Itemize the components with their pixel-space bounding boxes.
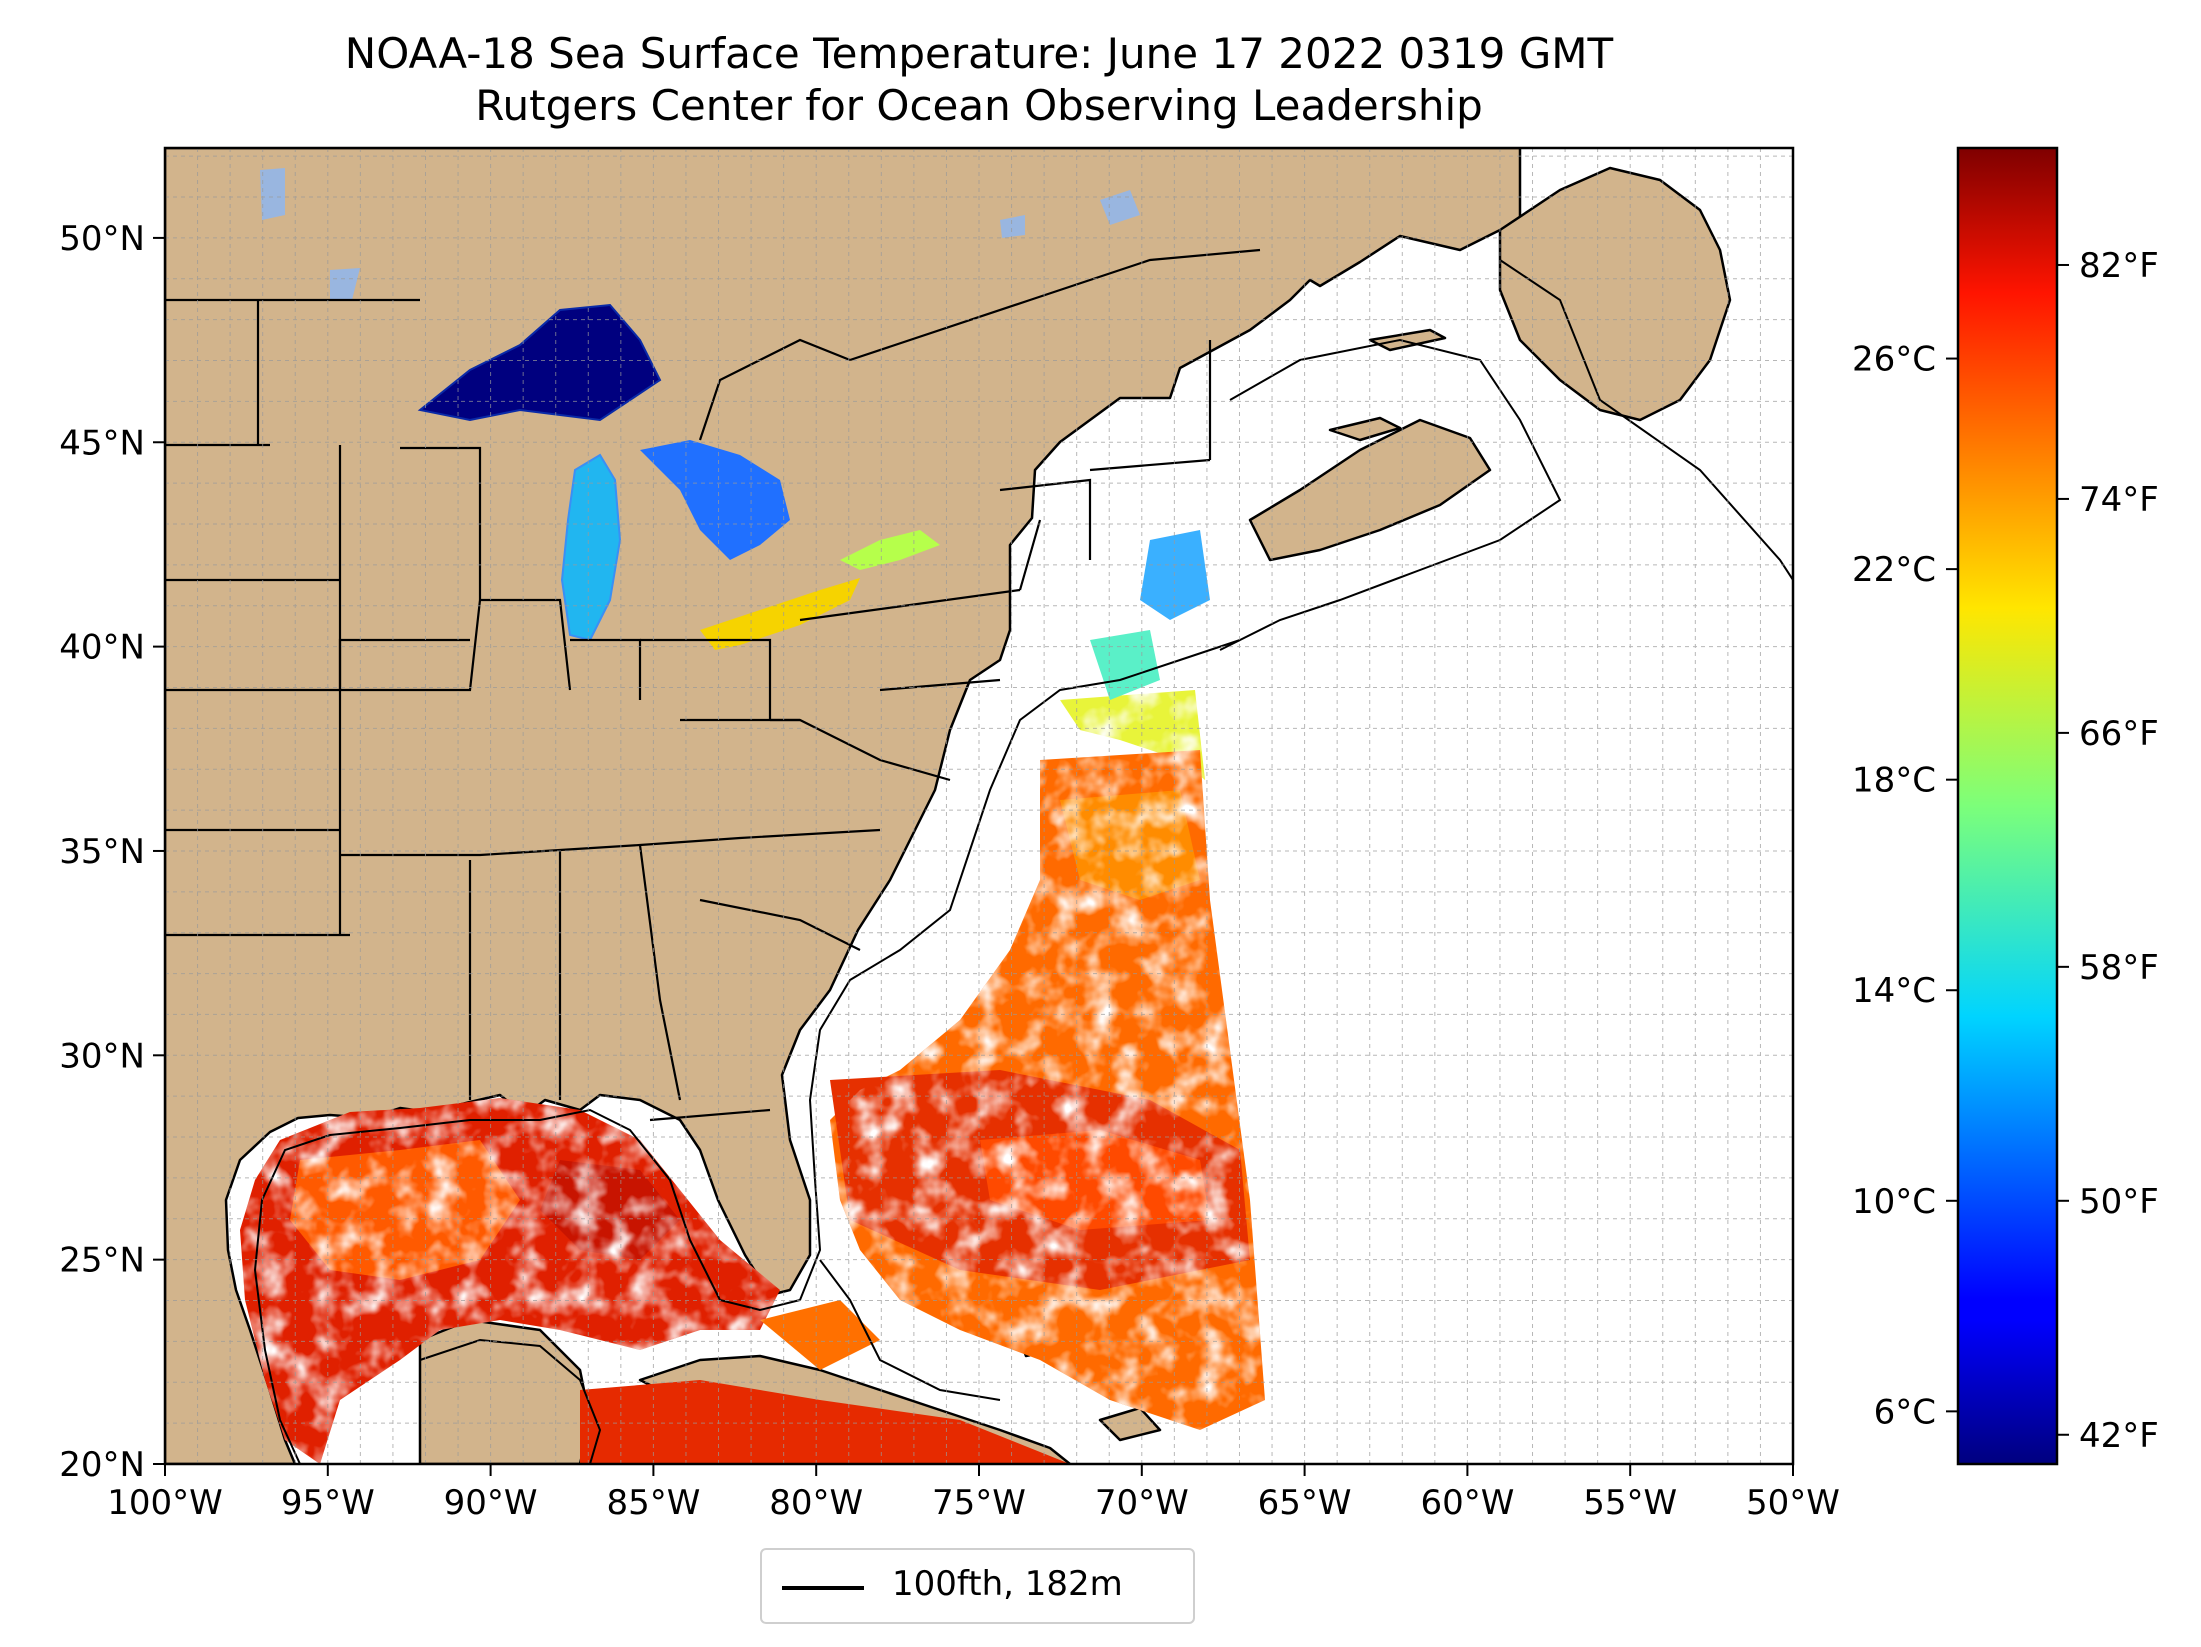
x-tick-label: 85°W: [606, 1483, 700, 1523]
fahrenheit-tick-label: 66°F: [2079, 714, 2159, 754]
fahrenheit-tick-label: 50°F: [2079, 1182, 2159, 1222]
isobath-100fth: [253, 259, 1793, 1464]
y-tick-label: 20°N: [59, 1445, 145, 1485]
state-borders: [165, 248, 1261, 1122]
fahrenheit-tick-label: 74°F: [2079, 480, 2159, 520]
colorbar-celsius-axis: 6°C 10°C 14°C 18°C 22°C 26°C: [1852, 340, 1958, 1432]
legend: 100fth, 182m: [760, 1548, 1195, 1624]
legend-line-swatch: [782, 1586, 864, 1590]
fahrenheit-tick-label: 58°F: [2079, 948, 2159, 988]
y-tick-label: 45°N: [59, 423, 145, 463]
x-tick-label: 70°W: [1095, 1483, 1189, 1523]
x-tick-label: 80°W: [769, 1483, 863, 1523]
y-tick-label: 50°N: [59, 219, 145, 259]
x-tick-label: 50°W: [1746, 1483, 1840, 1523]
x-axis: 100°W 95°W 90°W 85°W 80°W 75°W 70°W 65°W 60°W 55°…: [107, 1464, 1840, 1523]
celsius-tick-label: 18°C: [1852, 761, 1936, 801]
x-tick-label: 90°W: [444, 1483, 538, 1523]
celsius-tick-label: 22°C: [1852, 550, 1936, 590]
great-lakes: [260, 168, 1140, 650]
chart-title: NOAA-18 Sea Surface Temperature: June 17…: [344, 29, 1614, 78]
y-axis: 20°N 25°N 30°N 35°N 40°N 45°N 50°N: [59, 219, 165, 1485]
celsius-tick-label: 26°C: [1852, 340, 1936, 380]
cloud-mask: [240, 690, 1265, 1464]
x-tick-label: 60°W: [1420, 1483, 1514, 1523]
y-tick-label: 40°N: [59, 628, 145, 668]
x-tick-label: 65°W: [1258, 1483, 1352, 1523]
fahrenheit-tick-label: 42°F: [2079, 1416, 2159, 1456]
celsius-tick-label: 6°C: [1874, 1392, 1936, 1432]
celsius-tick-label: 10°C: [1852, 1182, 1936, 1222]
colorbar-fahrenheit-axis: 42°F 50°F 58°F 66°F 74°F 82°F: [2057, 246, 2159, 1456]
y-tick-label: 30°N: [59, 1036, 145, 1076]
chart-subtitle: Rutgers Center for Ocean Observing Leade…: [475, 81, 1483, 130]
y-tick-label: 25°N: [59, 1241, 145, 1281]
y-tick-label: 35°N: [59, 832, 145, 872]
graticule: [164, 148, 1794, 1465]
fahrenheit-tick-label: 82°F: [2079, 246, 2159, 286]
colorbar: [1956, 146, 2059, 1466]
x-tick-label: 95°W: [281, 1483, 375, 1523]
x-tick-label: 75°W: [932, 1483, 1026, 1523]
legend-label: 100fth, 182m: [892, 1564, 1123, 1604]
x-tick-label: 55°W: [1583, 1483, 1677, 1523]
celsius-tick-label: 14°C: [1852, 971, 1936, 1011]
x-tick-label: 100°W: [107, 1483, 223, 1523]
